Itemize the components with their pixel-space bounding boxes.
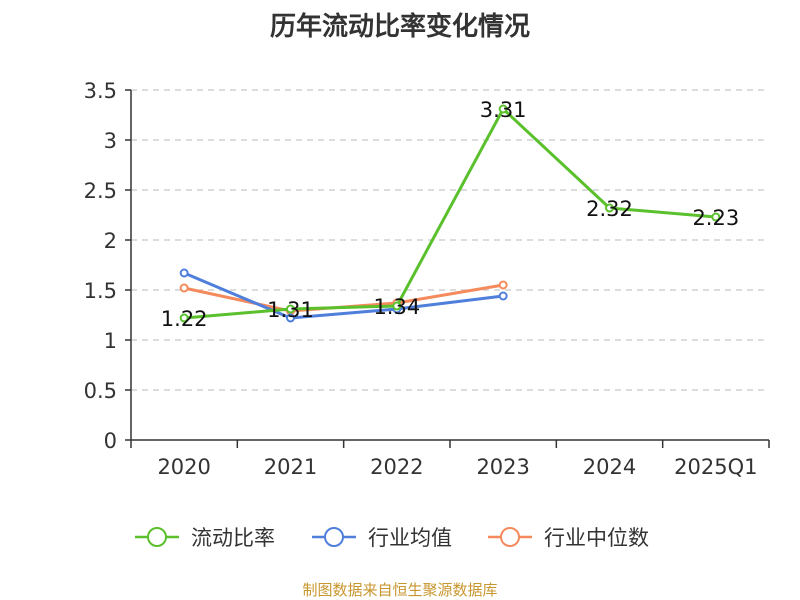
y-tick-label-0.5: 0.5 — [84, 379, 117, 403]
data-point-行业均值-2020 — [179, 268, 189, 278]
series-line-流动比率 — [184, 107, 716, 320]
y-tick-label-2: 2 — [104, 229, 117, 253]
y-tick-label-1.5: 1.5 — [84, 279, 117, 303]
x-tick-label-2025Q1: 2025Q1 — [674, 455, 757, 479]
series-lines — [179, 104, 721, 323]
source-note: 制图数据来自恒生聚源数据库 — [302, 581, 498, 599]
data-label-2022: 1.34 — [373, 295, 420, 319]
x-tick-label-2023: 2023 — [476, 455, 529, 479]
x-tick-label-2021: 2021 — [264, 455, 317, 479]
data-point-行业均值-2023 — [498, 291, 508, 301]
data-point-流动比率-2025Q1 — [711, 212, 721, 222]
legend: 流动比率 行业均值 行业中位数 — [135, 526, 649, 550]
data-point-流动比率-2022 — [392, 301, 402, 311]
data-label-2020: 1.22 — [161, 307, 208, 331]
y-tick-label-0: 0 — [104, 429, 117, 453]
legend-label-流动比率: 流动比率 — [191, 526, 275, 550]
data-label-2023: 3.31 — [480, 98, 527, 122]
data-point-行业中位数-2023 — [498, 280, 508, 290]
y-tick-label-3: 3 — [104, 129, 117, 153]
x-tick-label-2022: 2022 — [370, 455, 423, 479]
data-point-流动比率-2023 — [498, 104, 508, 114]
data-label-2024: 2.32 — [586, 197, 633, 221]
data-label-2021: 1.31 — [267, 298, 314, 322]
x-tick-label-2020: 2020 — [157, 455, 210, 479]
axes: 0 0.5 1 1.5 2 2.5 3 3.5 2020 2021 2022 2023 2024 2025… — [84, 79, 770, 479]
data-point-行业均值-2021 — [286, 313, 295, 323]
data-point-流动比率-2020 — [179, 313, 189, 323]
legend-label-行业均值: 行业均值 — [368, 526, 452, 550]
y-tick-label-2.5: 2.5 — [84, 179, 117, 203]
x-tick-label-2024: 2024 — [583, 455, 636, 479]
legend-marker-行业中位数 — [500, 527, 520, 547]
data-labels: 1.22 1.31 1.34 3.31 2.32 2.23 — [161, 98, 739, 331]
data-label-2025Q1: 2.23 — [692, 206, 739, 230]
y-tick-label-1: 1 — [104, 329, 117, 353]
legend-marker-行业均值 — [324, 527, 344, 547]
grid-lines — [131, 89, 769, 391]
chart-title: 历年流动比率变化情况 — [269, 12, 530, 42]
legend-label-行业中位数: 行业中位数 — [544, 526, 649, 550]
data-point-流动比率-2021 — [286, 304, 295, 314]
legend-marker-流动比率 — [147, 527, 167, 547]
data-point-行业中位数-2020 — [179, 283, 189, 293]
series-line-行业均值 — [183, 271, 504, 320]
y-tick-label-3.5: 3.5 — [84, 79, 117, 103]
data-point-流动比率-2024 — [605, 203, 614, 213]
